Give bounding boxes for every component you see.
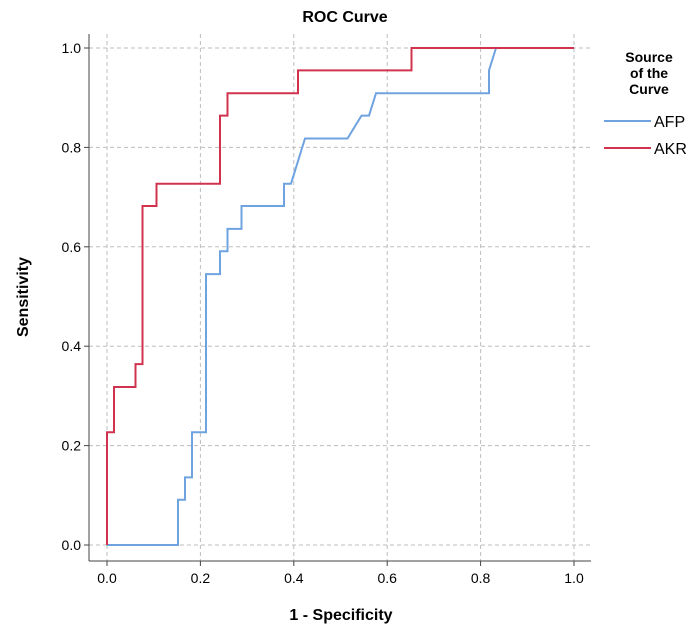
legend-label-afp: AFP	[654, 114, 685, 131]
y-axis-ticks: 0.0 0.2 0.4 0.6 0.8 1.0	[62, 40, 89, 553]
y-tick-label: 0.6	[62, 239, 82, 255]
y-tick-label: 0.2	[62, 438, 82, 454]
x-tick-label: 0.6	[377, 570, 397, 586]
x-tick-label: 0.4	[284, 570, 304, 586]
x-axis-label: 1 - Specificity	[289, 607, 392, 624]
x-tick-label: 1.0	[564, 570, 584, 586]
x-tick-label: 0.0	[97, 570, 117, 586]
legend-label-akr: AKR	[654, 141, 687, 158]
legend-title-line-2: of the	[630, 65, 668, 81]
y-axis-label: Sensitivity	[15, 257, 32, 337]
y-tick-label: 0.0	[62, 537, 82, 553]
grid-lines	[89, 34, 591, 561]
x-axis-ticks: 0.0 0.2 0.4 0.6 0.8 1.0	[97, 561, 584, 586]
series-line-afp	[107, 47, 574, 546]
y-tick-label: 1.0	[62, 40, 82, 56]
y-tick-label: 0.4	[62, 338, 82, 354]
chart-title: ROC Curve	[302, 9, 387, 26]
series-line-akr	[106, 47, 574, 545]
legend-entries: AFP AKR	[604, 114, 687, 158]
y-tick-label: 0.8	[62, 139, 82, 155]
series-lines	[106, 47, 574, 546]
x-tick-label: 0.8	[471, 570, 491, 586]
legend-title-line-1: Source	[625, 49, 673, 65]
legend-title-line-3: Curve	[629, 81, 669, 97]
legend: Source of the Curve AFP AKR	[604, 49, 687, 158]
x-tick-label: 0.2	[191, 570, 211, 586]
